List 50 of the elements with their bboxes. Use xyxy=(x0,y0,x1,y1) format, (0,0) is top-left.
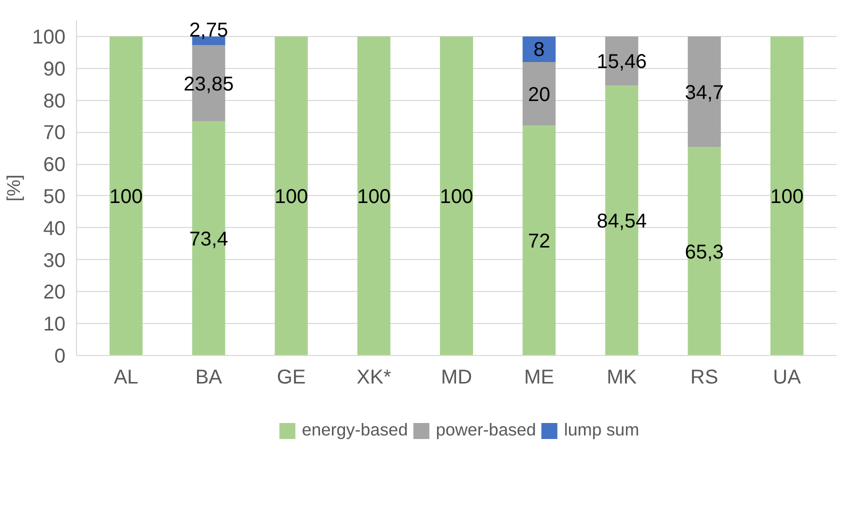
bar xyxy=(192,121,226,356)
x-tick-label: UA xyxy=(773,366,802,388)
x-tick-label: BA xyxy=(195,366,223,388)
x-tick-label: RS xyxy=(690,366,718,388)
data-label: 100 xyxy=(357,186,391,208)
data-label: 8 xyxy=(534,39,545,62)
y-tick-label: 40 xyxy=(43,218,66,240)
y-tick-label: 70 xyxy=(43,122,66,144)
bar xyxy=(522,36,556,62)
data-label: 100 xyxy=(274,186,308,208)
data-label: 100 xyxy=(109,186,143,208)
bar xyxy=(274,36,308,356)
bar xyxy=(688,36,721,148)
y-tick-label: 90 xyxy=(43,58,66,80)
legend-label: lump sum xyxy=(564,420,640,440)
y-tick-label: 100 xyxy=(32,26,66,48)
x-tick-label: GE xyxy=(276,366,306,388)
bar xyxy=(770,36,804,356)
bar xyxy=(688,147,721,356)
y-axis-title: [%] xyxy=(3,174,24,202)
data-label: 15,46 xyxy=(596,51,647,74)
legend-label: energy-based xyxy=(302,420,408,440)
data-label: 23,85 xyxy=(184,73,234,96)
bar xyxy=(110,36,143,356)
data-label: 65,3 xyxy=(684,241,724,264)
data-label: 72 xyxy=(528,230,550,253)
data-label: 73,4 xyxy=(189,228,228,250)
data-label: 100 xyxy=(440,186,474,208)
y-tick-label: 30 xyxy=(43,250,66,272)
bar xyxy=(522,62,556,126)
y-tick-label: 10 xyxy=(43,314,66,336)
data-label: 84,54 xyxy=(596,210,647,233)
x-tick-label: XK* xyxy=(356,366,392,388)
x-tick-label: MK xyxy=(606,366,638,388)
bar xyxy=(522,126,556,356)
bar xyxy=(357,36,390,356)
data-label: 2,75 xyxy=(189,19,228,42)
x-tick-label: ME xyxy=(524,366,554,388)
data-label: 20 xyxy=(528,84,550,106)
legend-label: power-based xyxy=(436,420,536,440)
y-tick-label: 0 xyxy=(54,346,66,368)
y-tick-label: 60 xyxy=(43,154,66,176)
y-tick-label: 80 xyxy=(43,90,66,112)
data-label: 34,7 xyxy=(684,82,724,104)
y-tick-label: 20 xyxy=(43,282,66,304)
bar xyxy=(440,36,474,356)
x-tick-label: AL xyxy=(114,366,138,388)
y-tick-label: 50 xyxy=(43,186,66,208)
data-label: 100 xyxy=(770,186,804,208)
x-tick-label: MD xyxy=(440,366,472,388)
